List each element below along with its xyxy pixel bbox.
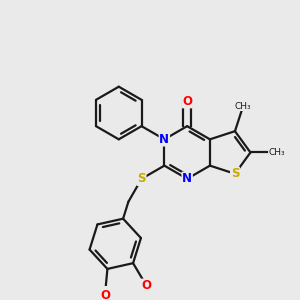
- Text: S: S: [231, 167, 239, 180]
- Text: O: O: [182, 95, 192, 108]
- Text: N: N: [182, 172, 192, 185]
- Text: O: O: [142, 279, 152, 292]
- Text: O: O: [100, 289, 110, 300]
- Text: CH₃: CH₃: [235, 102, 251, 111]
- Text: CH₃: CH₃: [268, 148, 285, 157]
- Text: S: S: [137, 172, 146, 185]
- Text: N: N: [159, 133, 170, 146]
